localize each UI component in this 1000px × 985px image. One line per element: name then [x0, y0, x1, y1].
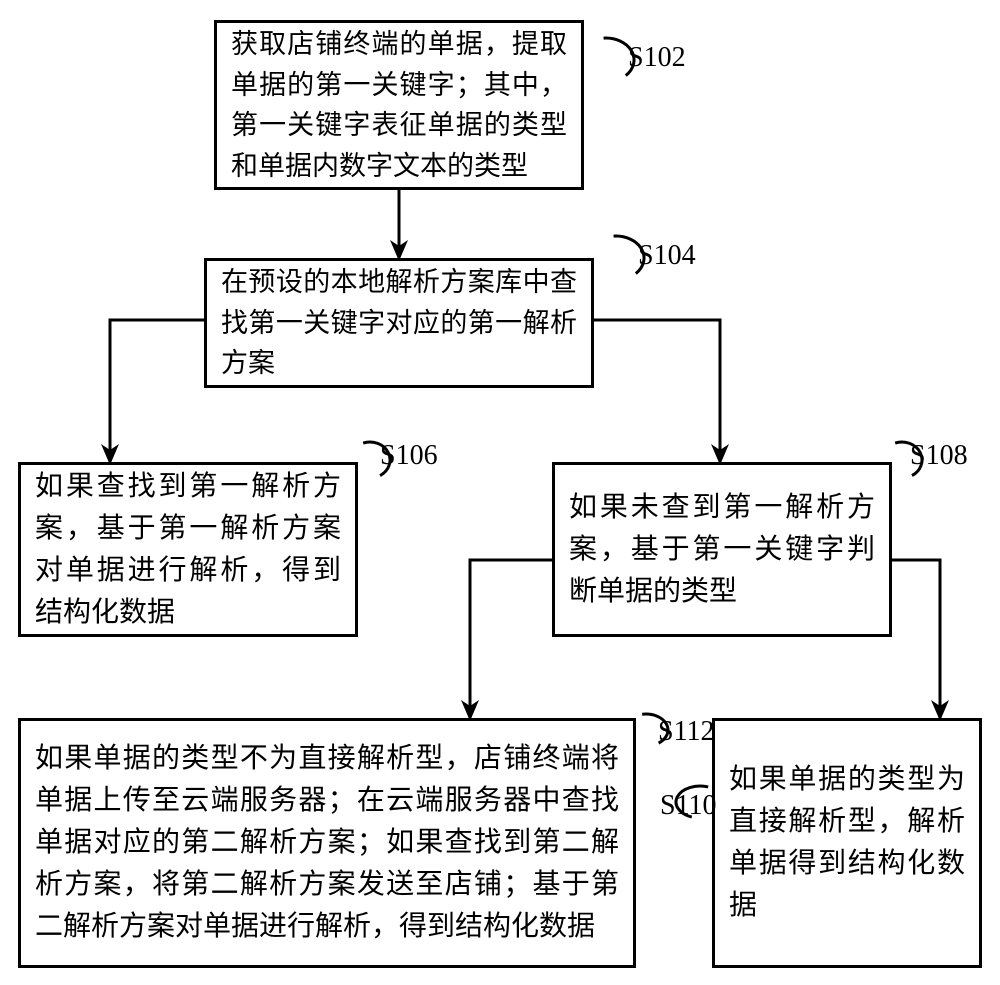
step-label-s106: S106: [380, 440, 438, 472]
step-label-s102: S102: [628, 42, 686, 74]
node-text: 在预设的本地解析方案库中查找第一关键字对应的第一解析方案: [221, 262, 577, 384]
step-label-s112: S112: [658, 716, 715, 748]
node-text: 获取店铺终端的单据，提取单据的第一关键字；其中，第一关键字表征单据的类型和单据内…: [231, 24, 567, 186]
step-label-s104: S104: [638, 240, 696, 272]
node-text: 如果单据的类型不为直接解析型，店铺终端将单据上传至云端服务器；在云端服务器中查找…: [35, 738, 619, 948]
flow-node-s106: 如果查找到第一解析方案，基于第一解析方案对单据进行解析，得到结构化数据: [18, 462, 358, 637]
step-label-s108: S108: [910, 440, 968, 472]
node-text: 如果查找到第一解析方案，基于第一解析方案对单据进行解析，得到结构化数据: [35, 466, 341, 634]
flow-node-s104: 在预设的本地解析方案库中查找第一关键字对应的第一解析方案: [204, 258, 594, 388]
node-text: 如果单据的类型为直接解析型，解析单据得到结构化数据: [729, 759, 965, 927]
flow-node-s102: 获取店铺终端的单据，提取单据的第一关键字；其中，第一关键字表征单据的类型和单据内…: [214, 20, 584, 190]
flow-node-s108: 如果未查到第一解析方案，基于第一关键字判断单据的类型: [552, 462, 892, 637]
flow-node-s112: 如果单据的类型不为直接解析型，店铺终端将单据上传至云端服务器；在云端服务器中查找…: [18, 718, 636, 968]
node-text: 如果未查到第一解析方案，基于第一关键字判断单据的类型: [569, 487, 875, 613]
step-label-s110: S110: [660, 790, 717, 822]
flow-node-s110: 如果单据的类型为直接解析型，解析单据得到结构化数据: [712, 718, 982, 968]
